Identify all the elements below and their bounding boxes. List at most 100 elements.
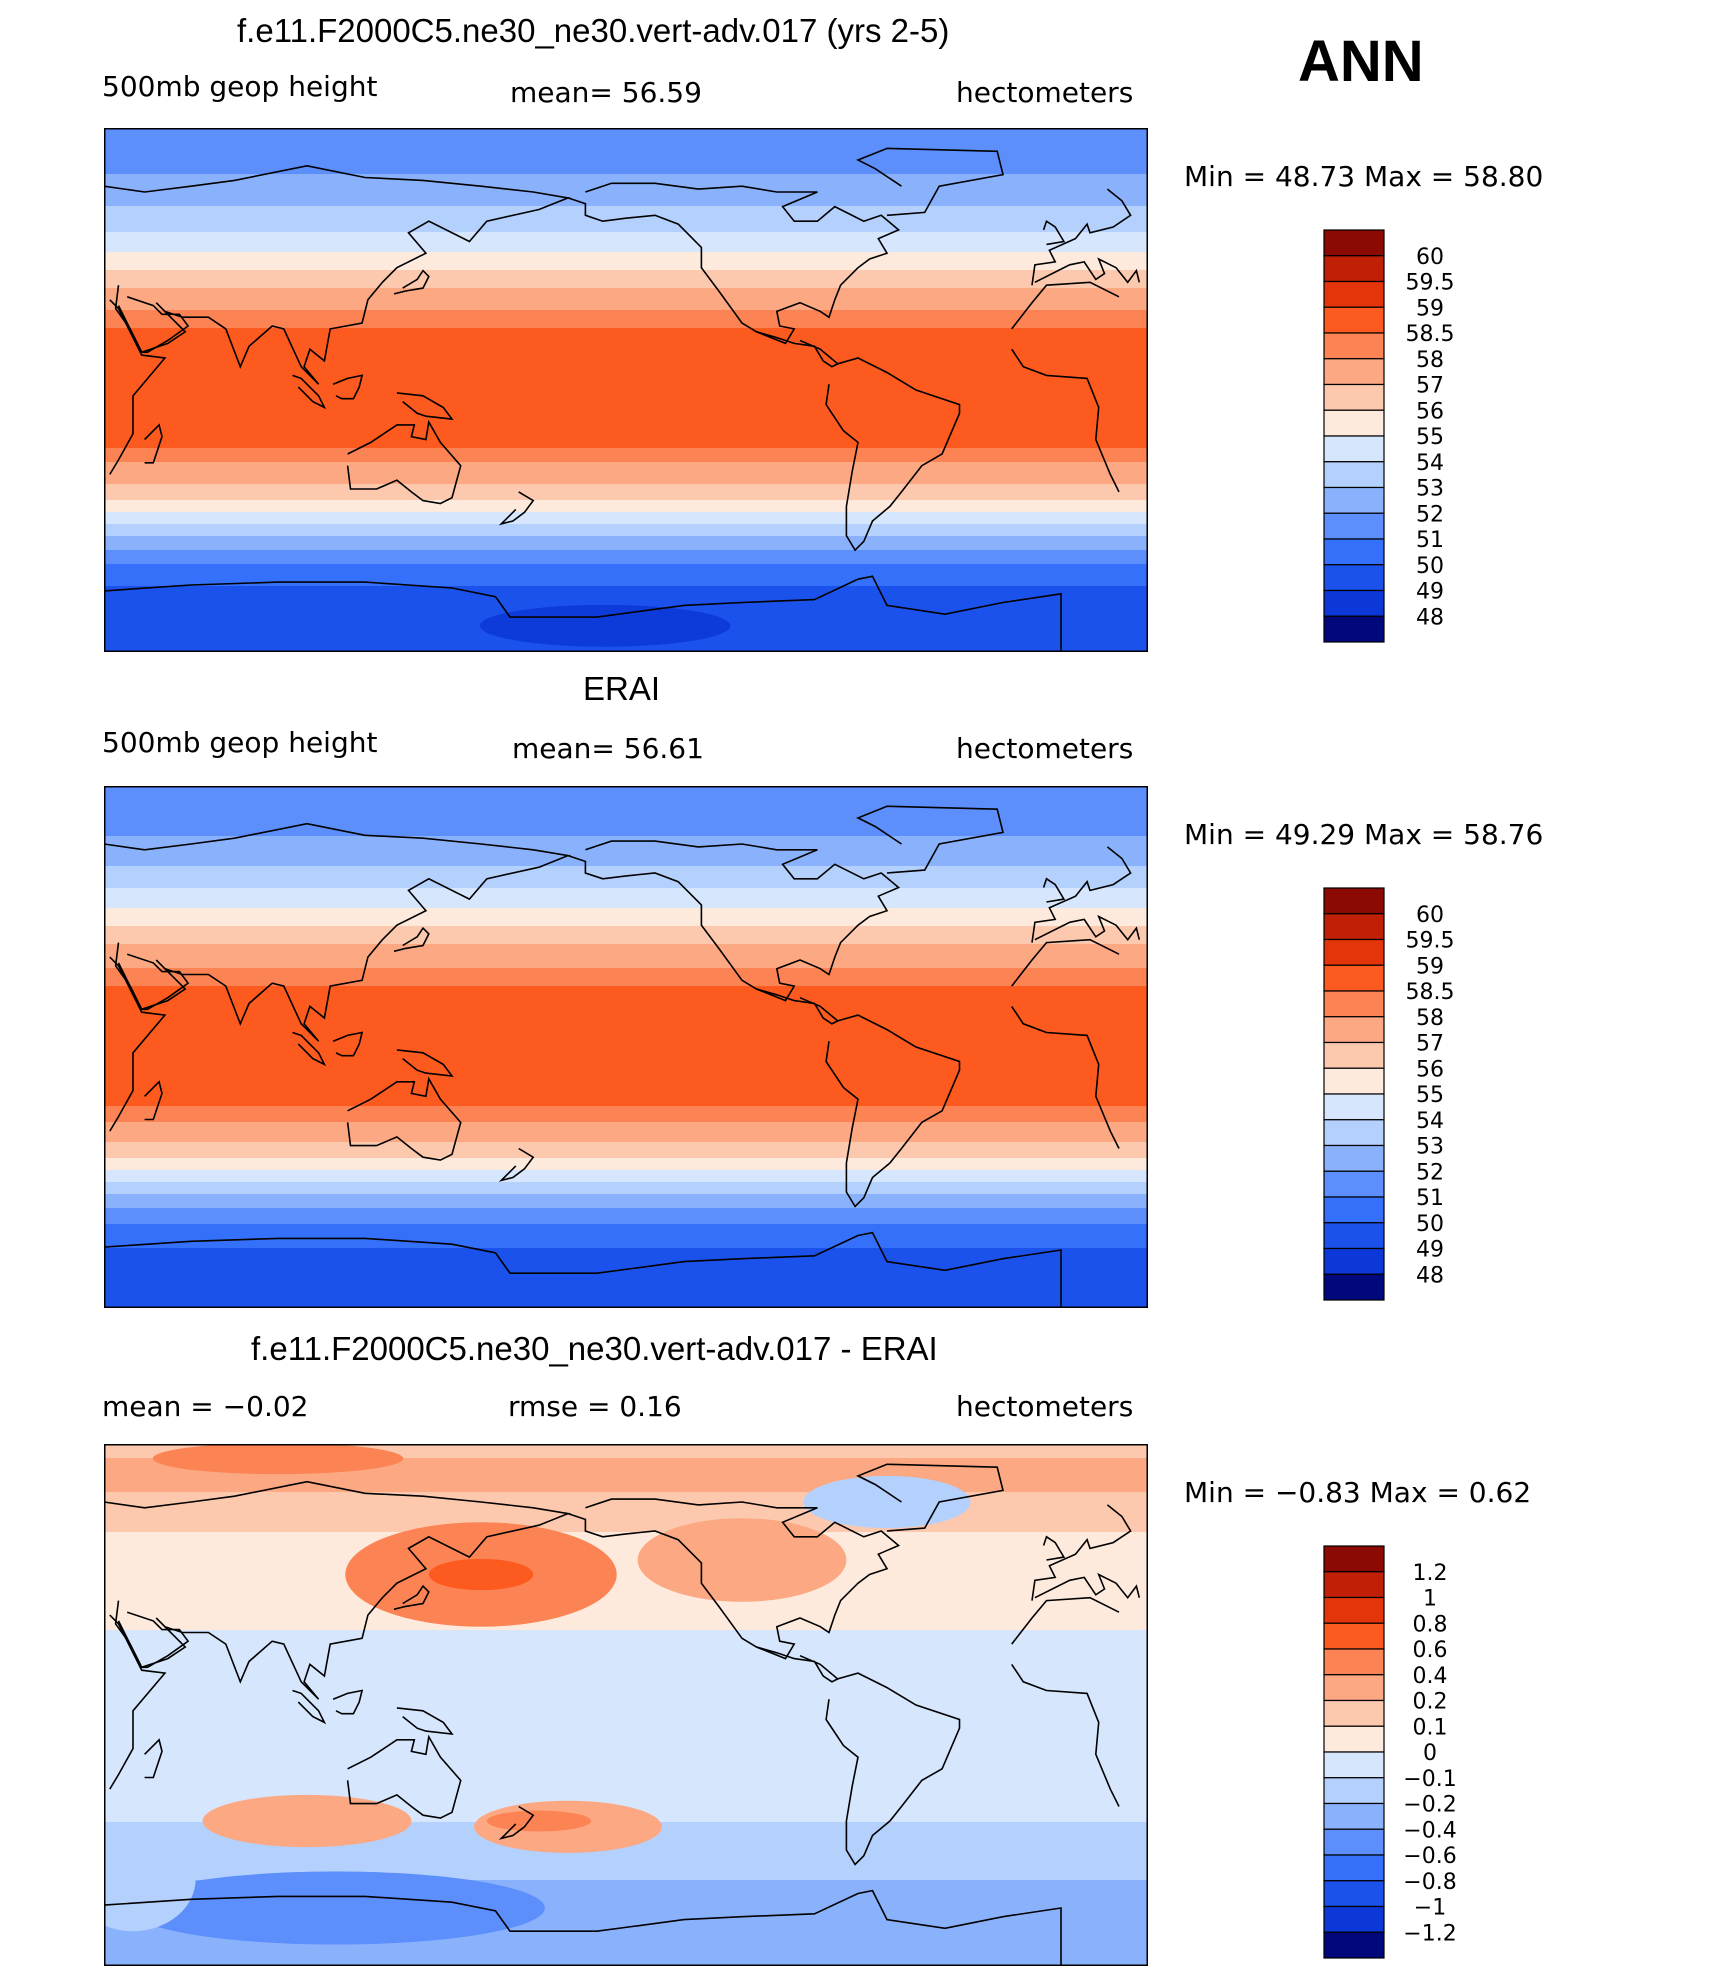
field-band xyxy=(104,1520,1148,1523)
field-band xyxy=(104,870,1148,873)
field-band xyxy=(104,588,1148,591)
field-band xyxy=(104,1654,1148,1657)
field-band xyxy=(104,1022,1148,1025)
field-band xyxy=(104,396,1148,399)
colorbar-box xyxy=(1323,1931,1385,1959)
field-band xyxy=(104,1002,1148,1005)
colorbar-label: 58 xyxy=(1416,1006,1444,1031)
colorbar-box xyxy=(1323,1247,1385,1275)
colorbar-label: 51 xyxy=(1416,528,1444,553)
field-band xyxy=(104,924,1148,927)
field-band xyxy=(104,388,1148,391)
colorbar-label: 53 xyxy=(1416,1135,1444,1160)
field-band xyxy=(104,1064,1148,1067)
field-band xyxy=(104,238,1148,241)
field-band xyxy=(104,518,1148,521)
field-band xyxy=(104,1450,1148,1453)
field-band xyxy=(104,1526,1148,1529)
coastline-11 xyxy=(393,269,430,295)
field-band xyxy=(104,938,1148,941)
field-band xyxy=(104,380,1148,383)
field-band xyxy=(104,1760,1148,1763)
colorbar-label: 52 xyxy=(1416,1160,1444,1185)
coastline-3 xyxy=(567,840,901,1002)
field-band xyxy=(104,290,1148,293)
field-band xyxy=(104,1156,1148,1159)
colorbar-label: 57 xyxy=(1416,374,1444,399)
coastline-8 xyxy=(332,1689,364,1715)
field-band xyxy=(104,1712,1148,1715)
field-band xyxy=(104,560,1148,563)
field-band xyxy=(104,564,1148,567)
field-band xyxy=(104,1720,1148,1723)
field-band xyxy=(104,812,1148,815)
field-band xyxy=(104,1042,1148,1045)
field-band xyxy=(104,816,1148,819)
field-band xyxy=(104,436,1148,439)
field-band xyxy=(104,1732,1148,1735)
field-band xyxy=(104,956,1148,959)
field-band xyxy=(104,1564,1148,1567)
field-band xyxy=(104,1736,1148,1739)
panel-1-map xyxy=(104,128,1148,652)
field-band xyxy=(104,1232,1148,1235)
field-band xyxy=(104,204,1148,207)
field-band xyxy=(104,1208,1148,1211)
field-band xyxy=(104,534,1148,537)
field-band xyxy=(104,172,1148,175)
field-band xyxy=(104,236,1148,239)
field-band xyxy=(104,1146,1148,1149)
field-band xyxy=(104,214,1148,217)
panel-1-variable: 500mb geop height xyxy=(102,70,378,103)
field-band xyxy=(104,1122,1148,1125)
coastline-2 xyxy=(117,296,190,353)
field-band xyxy=(104,1636,1148,1639)
field-band xyxy=(104,282,1148,285)
field-band xyxy=(104,510,1148,513)
field-band xyxy=(104,802,1148,805)
field-band xyxy=(104,210,1148,213)
field-band xyxy=(104,928,1148,931)
colorbar-label: 54 xyxy=(1416,451,1444,476)
field-band xyxy=(104,1458,1148,1461)
field-band xyxy=(104,602,1148,605)
field-band xyxy=(104,1226,1148,1229)
field-band xyxy=(104,1488,1148,1491)
field-band xyxy=(104,1568,1148,1571)
field-band xyxy=(104,1116,1148,1119)
field-band xyxy=(104,982,1148,985)
field-band xyxy=(104,1044,1148,1047)
field-band xyxy=(104,1772,1148,1775)
coastline-15 xyxy=(104,575,1062,652)
field-band xyxy=(104,1786,1148,1789)
field-band xyxy=(104,498,1148,501)
field-band xyxy=(104,1302,1148,1305)
field-band xyxy=(104,294,1148,297)
field-band xyxy=(104,1288,1148,1291)
field-band xyxy=(104,482,1148,485)
field-band xyxy=(104,1544,1148,1547)
field-band xyxy=(104,460,1148,463)
field-band xyxy=(104,1292,1148,1295)
field-band xyxy=(104,1504,1148,1507)
field-band xyxy=(104,1570,1148,1573)
polar-low xyxy=(479,604,731,647)
field-band xyxy=(104,1904,1148,1907)
field-band xyxy=(104,1180,1148,1183)
anomaly-blob-5 xyxy=(486,1810,592,1832)
field-band xyxy=(104,828,1148,831)
field-band xyxy=(104,1696,1148,1699)
field-band xyxy=(104,880,1148,883)
field-band xyxy=(104,1280,1148,1283)
colorbar-box xyxy=(1323,1699,1385,1727)
field-band xyxy=(104,1154,1148,1157)
field-band xyxy=(104,580,1148,583)
field-band xyxy=(104,1036,1148,1039)
field-band xyxy=(104,504,1148,507)
field-band xyxy=(104,1514,1148,1517)
field-band xyxy=(104,1586,1148,1589)
field-band xyxy=(104,1534,1148,1537)
field-band xyxy=(104,876,1148,879)
field-band xyxy=(104,1628,1148,1631)
field-band xyxy=(104,1266,1148,1269)
